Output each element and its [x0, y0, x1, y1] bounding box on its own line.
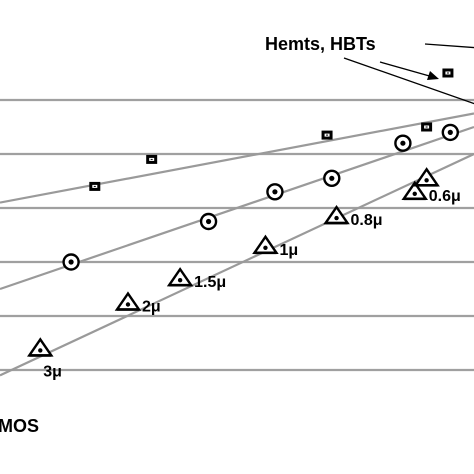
square-marker-dot-3 — [326, 134, 329, 136]
trend-lines — [0, 112, 474, 377]
annotation-arrow-line-lower — [343, 57, 474, 105]
circle-marker-dot-6 — [447, 129, 453, 135]
circle-marker-dot-2 — [205, 218, 212, 225]
annotation-arrowhead-mid — [427, 71, 439, 80]
triangle-marker-3 — [166, 267, 194, 287]
triangle-marker-dot-4 — [263, 245, 268, 250]
triangle-marker-dot-7 — [424, 178, 429, 183]
triangle-marker-dot-5 — [334, 215, 339, 221]
square-marker-dot-2 — [150, 158, 153, 160]
triangle-marker-dot-3 — [177, 278, 183, 283]
circle-marker-dot-1 — [68, 259, 74, 265]
square-marker-dot-1 — [93, 185, 96, 187]
triangle-marker-dot-2 — [125, 302, 131, 307]
node-size-label-6: 0.6μ — [429, 188, 461, 205]
annotation-arrow-line-upper — [424, 43, 474, 49]
node-size-label-4: 1μ — [279, 242, 298, 259]
annotation-hemts-hbts: Hemts, HBTs — [265, 34, 376, 54]
node-size-label-1: 3μ — [43, 363, 62, 380]
triangle-marker-dot-1 — [38, 348, 43, 353]
trend-line-1 — [0, 112, 474, 204]
node-size-label-3: 1.5μ — [194, 274, 226, 291]
square-marker-dot-4 — [425, 126, 428, 128]
annotations: Hemts, HBTs MOS — [0, 34, 474, 436]
trend-line-3 — [0, 153, 474, 377]
square-marker-dot-5 — [446, 72, 449, 74]
triangle-marker-4 — [252, 234, 279, 255]
node-size-label-5: 0.8μ — [351, 212, 383, 229]
circle-marker-dot-3 — [272, 189, 278, 195]
circle-marker-dot-5 — [400, 140, 406, 146]
data-markers: 3μ 2μ 1.5μ 1μ 0.8μ 0.6μ — [27, 68, 461, 380]
annotation-arrow-line-mid — [379, 61, 434, 78]
circle-marker-dot-4 — [329, 175, 335, 181]
triangle-marker-1 — [27, 337, 54, 357]
node-size-label-2: 2μ — [142, 299, 161, 316]
triangle-marker-dot-6 — [412, 191, 417, 196]
triangle-marker-2 — [114, 291, 142, 311]
annotation-mos: MOS — [0, 416, 39, 436]
